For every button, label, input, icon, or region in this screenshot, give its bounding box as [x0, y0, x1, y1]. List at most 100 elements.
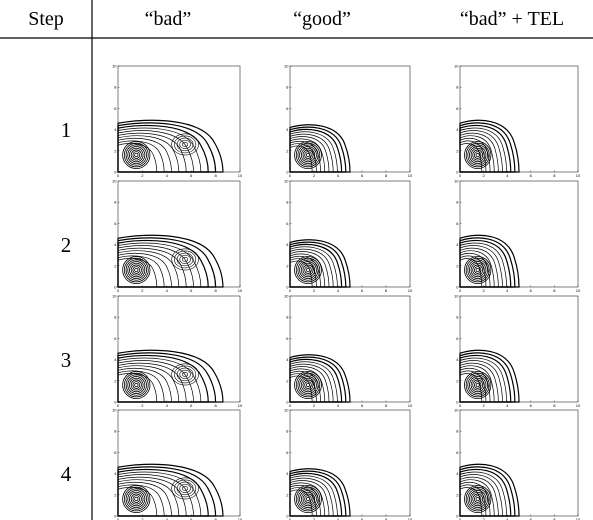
contour-line	[300, 491, 316, 507]
contour-line	[472, 493, 484, 505]
x-tick-label: 0	[117, 517, 120, 520]
y-tick-label: 8	[286, 85, 289, 90]
contour-line	[459, 124, 512, 173]
contour-line	[304, 266, 312, 274]
y-tick-label: 0	[114, 170, 117, 175]
contour-line	[289, 366, 330, 403]
y-tick-label: 6	[114, 221, 117, 226]
contour-line	[129, 262, 144, 278]
y-tick-label: 10	[112, 294, 117, 299]
contour-line	[134, 382, 139, 388]
y-tick-label: 10	[284, 64, 289, 69]
contour-line	[459, 357, 507, 403]
contour-line	[295, 142, 321, 168]
contour-line	[289, 475, 338, 517]
contour-line	[117, 487, 158, 517]
y-tick-label: 4	[286, 357, 289, 362]
contour-line	[127, 490, 146, 508]
contour-line	[470, 262, 485, 278]
contour-line	[459, 132, 499, 173]
contour-line	[117, 482, 172, 517]
contour-line	[459, 466, 516, 517]
x-tick-label: 6	[530, 288, 533, 293]
contour-line	[289, 138, 326, 173]
contour-line	[117, 468, 209, 517]
y-tick-label: 0	[114, 400, 117, 405]
y-tick-label: 6	[456, 106, 459, 111]
contour-line	[294, 141, 322, 170]
contour-line	[117, 242, 202, 288]
y-tick-label: 4	[456, 471, 459, 476]
contour-line	[459, 119, 520, 173]
contour-line	[299, 376, 317, 394]
contour-line	[132, 266, 141, 274]
x-tick-label: 2	[313, 403, 316, 408]
contour-line	[305, 267, 311, 273]
contour-line	[459, 373, 483, 403]
contour-line	[132, 151, 141, 159]
contour-line	[117, 352, 217, 403]
contour-line	[289, 246, 338, 288]
contour-line	[289, 354, 351, 403]
y-tick-label: 4	[456, 357, 459, 362]
y-tick-label: 10	[454, 294, 459, 299]
contour-line	[465, 486, 490, 512]
plot-frame	[117, 180, 241, 288]
contour-line	[171, 363, 199, 386]
x-tick-label: 10	[576, 403, 581, 408]
x-tick-label: 10	[408, 517, 413, 520]
contour-line	[302, 493, 314, 505]
y-tick-label: 6	[114, 450, 117, 455]
y-tick-label: 0	[456, 514, 459, 519]
contour-line	[117, 250, 180, 288]
contour-line	[459, 487, 483, 517]
contour-line	[134, 496, 139, 502]
contour-line	[176, 481, 194, 496]
contour-line	[117, 122, 217, 173]
y-tick-label: 0	[114, 285, 117, 290]
y-tick-label: 2	[114, 263, 117, 268]
x-tick-label: 4	[166, 517, 169, 520]
contour-line	[117, 474, 194, 517]
x-tick-label: 10	[576, 288, 581, 293]
header-cell: “good”	[293, 8, 351, 30]
contour-line	[459, 122, 516, 173]
contour-line	[297, 144, 319, 166]
contour-line	[469, 490, 487, 508]
contour-line	[459, 479, 495, 517]
contour-line	[473, 495, 482, 503]
x-tick-label: 2	[141, 173, 144, 178]
contour-line	[464, 485, 492, 514]
x-tick-label: 10	[238, 403, 243, 408]
x-tick-label: 8	[553, 173, 556, 178]
contour-line	[299, 490, 317, 508]
y-tick-label: 8	[114, 200, 117, 205]
contour-line	[125, 259, 147, 281]
contour-line	[289, 239, 351, 288]
y-tick-label: 8	[286, 200, 289, 205]
contour-line	[182, 142, 189, 147]
x-tick-label: 8	[553, 517, 556, 520]
contour-line	[459, 370, 487, 403]
y-tick-label: 4	[114, 127, 117, 132]
contour-line	[117, 138, 172, 173]
contour-line	[473, 151, 482, 159]
contour-line	[472, 149, 484, 161]
contour-line	[459, 365, 495, 403]
contour-line	[302, 379, 314, 391]
contour-line	[289, 133, 334, 173]
contour-line	[117, 255, 165, 288]
y-tick-label: 10	[112, 179, 117, 184]
contour-line	[122, 485, 151, 514]
contour-line	[300, 262, 316, 278]
contour-line	[176, 137, 194, 152]
y-tick-label: 0	[286, 170, 289, 175]
x-tick-label: 8	[385, 517, 388, 520]
x-tick-label: 0	[117, 288, 120, 293]
contour-line	[465, 257, 490, 283]
contour-line	[459, 354, 512, 403]
step-label: 4	[61, 462, 72, 486]
contour-line	[459, 239, 512, 288]
